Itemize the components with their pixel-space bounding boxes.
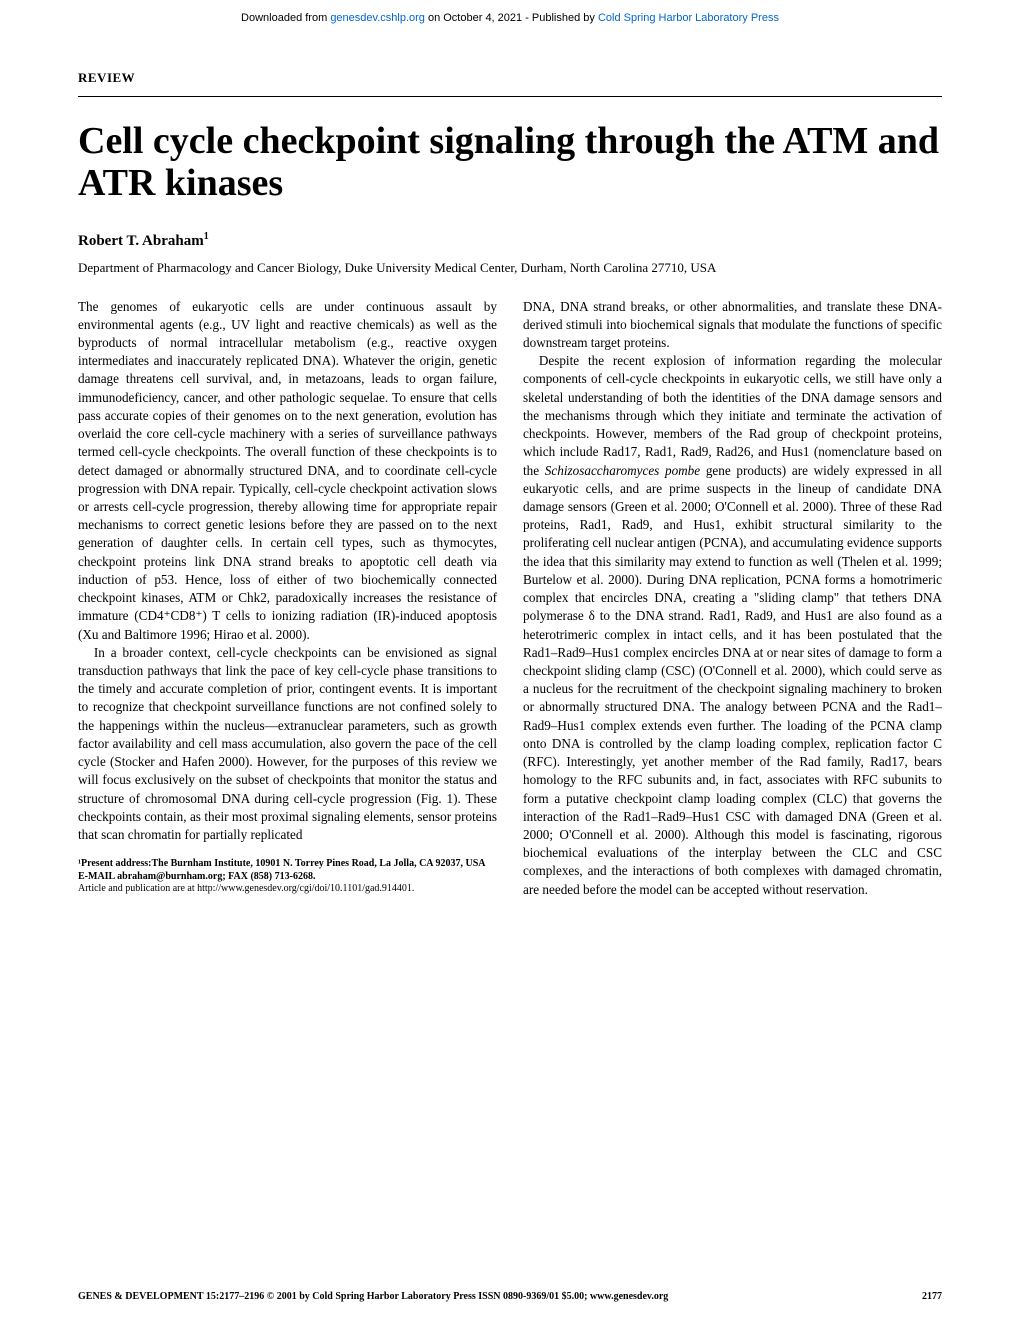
- footer-left: GENES & DEVELOPMENT 15:2177–2196 © 2001 …: [78, 1291, 668, 1302]
- footnote-1: ¹Present address:The Burnham Institute, …: [78, 858, 497, 871]
- footnote-2: E-MAIL abraham@burnham.org; FAX (858) 71…: [78, 871, 497, 884]
- footer-page-number: 2177: [922, 1291, 942, 1302]
- download-mid: on October 4, 2021 - Published by: [425, 12, 598, 24]
- right-p2a: Despite the recent explosion of informat…: [523, 353, 942, 477]
- page-footer: GENES & DEVELOPMENT 15:2177–2196 © 2001 …: [78, 1291, 942, 1302]
- right-p1: DNA, DNA strand breaks, or other abnorma…: [523, 298, 942, 353]
- download-link-2[interactable]: Cold Spring Harbor Laboratory Press: [598, 12, 779, 24]
- download-link-1[interactable]: genesdev.cshlp.org: [330, 12, 425, 24]
- left-p2: In a broader context, cell-cycle checkpo…: [78, 644, 497, 844]
- right-column: DNA, DNA strand breaks, or other abnorma…: [523, 298, 942, 899]
- author-line: Robert T. Abraham1: [78, 231, 942, 250]
- review-label: REVIEW: [78, 70, 942, 86]
- two-column-body: The genomes of eukaryotic cells are unde…: [78, 298, 942, 899]
- right-p2-italic: Schizosaccharomyces pombe: [545, 463, 700, 478]
- download-bar: Downloaded from genesdev.cshlp.org on Oc…: [0, 0, 1020, 30]
- right-p2: Despite the recent explosion of informat…: [523, 352, 942, 899]
- right-p2b: gene products) are widely expressed in a…: [523, 463, 942, 897]
- footnote-3: Article and publication are at http://ww…: [78, 883, 497, 896]
- left-p1: The genomes of eukaryotic cells are unde…: [78, 298, 497, 644]
- left-column: The genomes of eukaryotic cells are unde…: [78, 298, 497, 899]
- footnote-block: ¹Present address:The Burnham Institute, …: [78, 858, 497, 896]
- page-body: REVIEW Cell cycle checkpoint signaling t…: [0, 30, 1020, 919]
- author-sup: 1: [204, 231, 209, 242]
- affiliation: Department of Pharmacology and Cancer Bi…: [78, 260, 942, 276]
- article-title: Cell cycle checkpoint signaling through …: [78, 121, 942, 205]
- download-prefix: Downloaded from: [241, 12, 330, 24]
- author-name: Robert T. Abraham: [78, 233, 204, 249]
- header-rule: [78, 96, 942, 97]
